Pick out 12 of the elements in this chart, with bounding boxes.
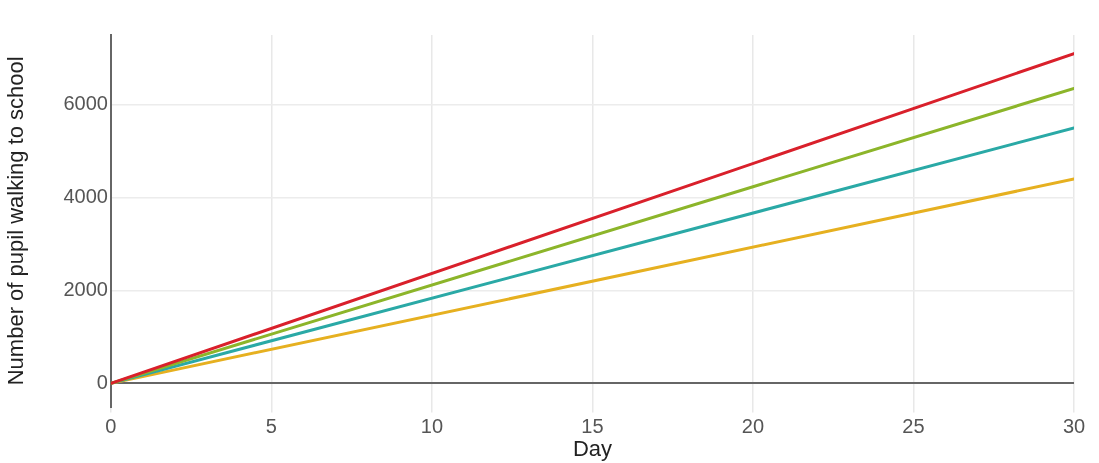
y-tick-label: 0 — [96, 370, 108, 393]
x-tick-label: 10 — [420, 415, 444, 438]
y-axis-title: Number of pupil walking to school — [3, 56, 29, 386]
x-tick-label: 25 — [902, 415, 925, 438]
y-tick-label: 2000 — [63, 277, 108, 300]
y-tick-label: 4000 — [63, 185, 108, 208]
x-tick-label: 20 — [741, 415, 765, 438]
x-tick-label: 5 — [265, 415, 277, 438]
x-tick-label: 30 — [1062, 415, 1086, 438]
x-axis-title: Day — [572, 435, 613, 461]
y-tick-label: 6000 — [63, 92, 108, 115]
x-tick-label: 15 — [581, 415, 604, 438]
